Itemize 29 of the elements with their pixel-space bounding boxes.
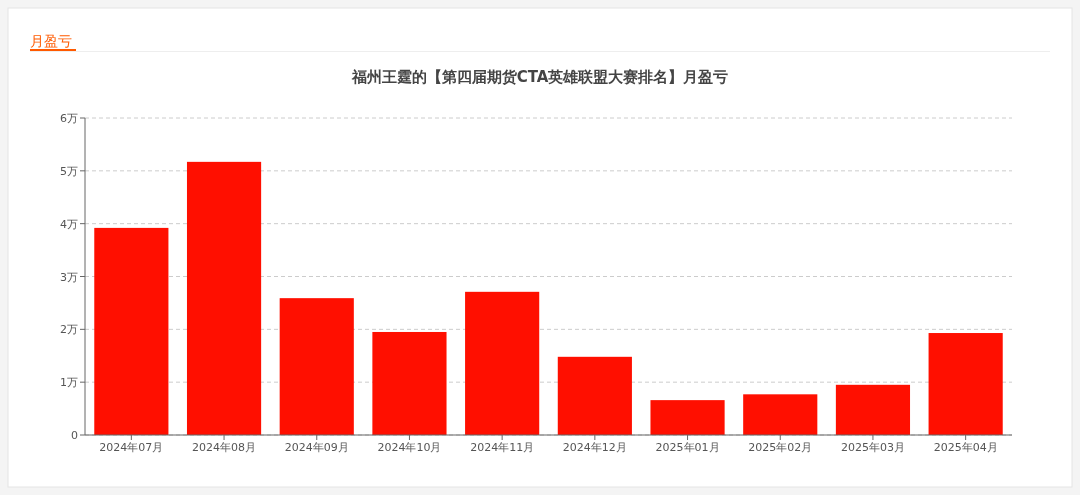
bar — [186, 161, 262, 435]
bar — [928, 333, 1003, 435]
x-tick-label: 2025年02月 — [748, 441, 813, 454]
y-tick-label: 4万 — [60, 217, 78, 231]
bar — [279, 298, 354, 435]
bar — [372, 331, 447, 435]
x-tick-label: 2024年10月 — [377, 441, 442, 454]
y-tick-label: 6万 — [60, 112, 78, 125]
y-tick-label: 2万 — [60, 323, 78, 337]
x-tick-label: 2025年04月 — [933, 441, 998, 454]
bar — [835, 384, 911, 435]
x-tick-label: 2024年12月 — [562, 441, 627, 454]
bar — [557, 356, 632, 435]
x-tick-label: 2024年11月 — [470, 441, 535, 454]
chart-title: 福州王霆的【第四届期货CTA英雄联盟大赛排名】月盈亏 — [350, 68, 729, 86]
bar — [650, 400, 725, 435]
bar — [743, 394, 818, 435]
x-tick-label: 2024年07月 — [99, 441, 164, 454]
chart-subtitle: 月盈亏 — [30, 33, 72, 49]
x-tick-label: 2025年03月 — [840, 441, 905, 454]
x-tick-label: 2025年01月 — [655, 441, 720, 454]
y-tick-label: 1万 — [60, 376, 78, 390]
x-tick-label: 2024年08月 — [192, 441, 257, 454]
bar — [465, 291, 540, 435]
x-tick-label: 2024年09月 — [284, 441, 349, 454]
y-tick-label: 3万 — [60, 270, 78, 284]
y-tick-label: 5万 — [60, 164, 78, 178]
y-tick-label: 0 — [71, 429, 78, 442]
bar — [94, 227, 169, 435]
